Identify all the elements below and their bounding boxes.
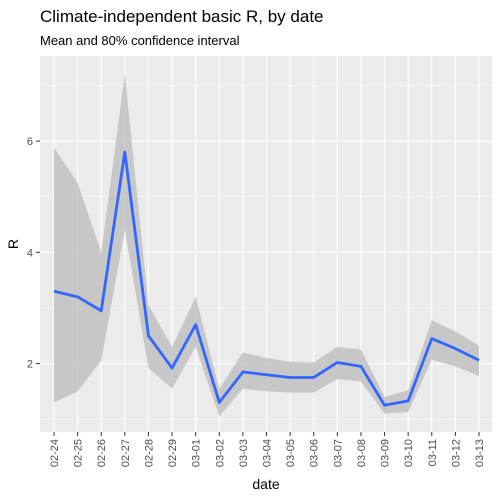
x-tick-label: 03-06 bbox=[309, 439, 321, 467]
chart-title: Climate-independent basic R, by date bbox=[40, 7, 324, 26]
x-tick-label: 03-05 bbox=[285, 439, 297, 467]
x-tick-label: 03-08 bbox=[356, 439, 368, 467]
x-tick-label: 02-28 bbox=[143, 439, 155, 467]
x-tick-label: 03-09 bbox=[380, 439, 392, 467]
x-tick-label: 03-04 bbox=[262, 439, 274, 467]
x-tick-label: 02-27 bbox=[120, 439, 132, 467]
y-axis-title: R bbox=[5, 239, 21, 249]
x-tick-label: 02-24 bbox=[49, 439, 61, 467]
x-tick-label: 03-01 bbox=[191, 439, 203, 467]
x-tick-label: 03-02 bbox=[214, 439, 226, 467]
confidence-band bbox=[54, 74, 479, 417]
x-tick-label: 02-29 bbox=[167, 439, 179, 467]
x-tick-label: 02-26 bbox=[96, 439, 108, 467]
y-tick-label: 2 bbox=[27, 359, 33, 371]
y-tick-label: 6 bbox=[27, 136, 33, 148]
y-tick-label: 4 bbox=[27, 247, 33, 259]
x-tick-label: 03-07 bbox=[332, 439, 344, 467]
chart-subtitle: Mean and 80% confidence interval bbox=[40, 33, 240, 48]
y-axis: 2 4 6 bbox=[27, 136, 40, 371]
x-tick-label: 03-03 bbox=[238, 439, 250, 467]
x-axis: 02-24 02-25 02-26 02-27 02-28 02-29 03-01 03-02… bbox=[49, 432, 486, 467]
x-tick-label: 03-13 bbox=[474, 439, 486, 467]
x-tick-label: 03-12 bbox=[450, 439, 462, 467]
x-tick-label: 02-25 bbox=[73, 439, 85, 467]
x-tick-label: 03-10 bbox=[403, 439, 415, 467]
x-tick-label: 03-11 bbox=[427, 439, 439, 466]
x-axis-title: date bbox=[252, 476, 279, 492]
